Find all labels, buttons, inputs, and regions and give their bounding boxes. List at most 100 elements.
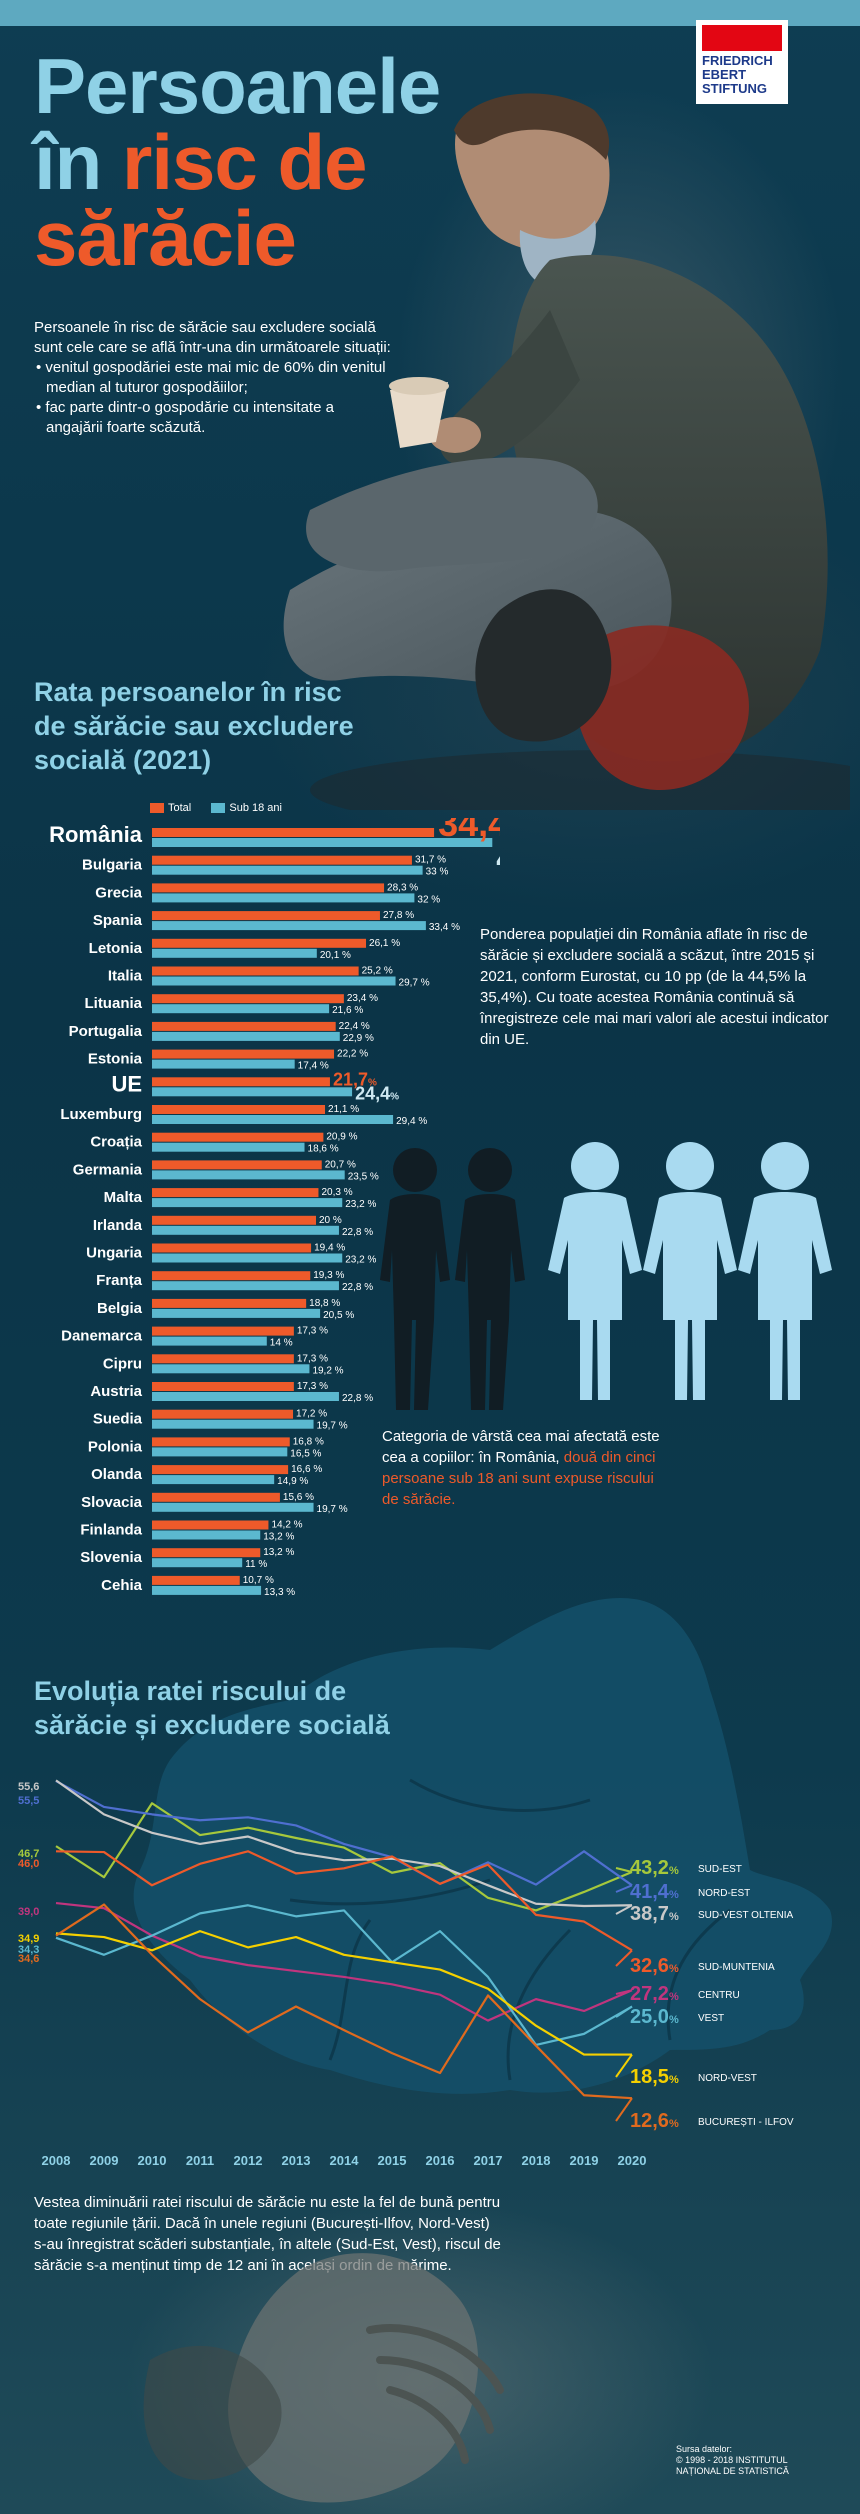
bar-chart: România 34,4%41,5% Bulgaria 31,7 %33 % Greci… <box>49 818 500 1598</box>
line-end-value-label: 43,2% <box>630 1857 679 1879</box>
bar-sub18-value-label: 22,8 % <box>342 1393 373 1404</box>
bar-sub18-value-label: 33,4 % <box>429 922 460 933</box>
bar-category-label: Malta <box>104 1189 143 1206</box>
bar-sub18 <box>152 893 415 903</box>
bar-sub18 <box>152 1281 339 1291</box>
line-start-label: 46,7 <box>18 1848 39 1860</box>
children-note-highlight: două din cinci persoane sub 18 ani sunt … <box>382 1449 656 1508</box>
bar-sub18 <box>152 1087 353 1097</box>
bar-sub18 <box>152 1419 314 1429</box>
bar-category-label: România <box>49 822 143 847</box>
bar-category-label: Ungaria <box>86 1245 143 1262</box>
bar-total <box>152 1271 311 1281</box>
bar-total-value-label: 21,7% <box>333 1069 377 1089</box>
intro-bullets: venitul gospodăriei este mai mic de 60% … <box>34 358 394 438</box>
bar-category-label: Finlanda <box>80 1522 142 1539</box>
legend-label-sub18: Sub 18 ani <box>229 802 282 814</box>
bar-category-label: Bulgaria <box>82 857 143 874</box>
child-silhouette-light-1 <box>548 1142 642 1400</box>
bar-total <box>152 883 385 893</box>
bar-sub18-value-label: 19,7 % <box>317 1421 348 1432</box>
bar-total-value-label: 20 % <box>319 1215 342 1226</box>
bar-total-value-label: 17,3 % <box>297 1353 328 1364</box>
line-start-label: 34,6 <box>18 1953 39 1965</box>
bar-total-value-label: 17,2 % <box>296 1409 327 1420</box>
bar-total <box>152 1215 316 1225</box>
line-start-label: 55,5 <box>18 1795 39 1807</box>
year-tick-label: 2019 <box>570 2153 599 2168</box>
bar-total-value-label: 13,2 % <box>263 1547 294 1558</box>
line-end-value-label: 41,4% <box>630 1881 679 1903</box>
bar-sub18-value-label: 41,5% <box>496 837 500 878</box>
bar-sub18 <box>152 1475 275 1485</box>
line-series-name: SUD-MUNTENIA <box>698 1962 775 1973</box>
fes-logo: FRIEDRICH EBERT STIFTUNG <box>696 20 788 104</box>
bar-total-value-label: 20,3 % <box>321 1187 352 1198</box>
year-tick-label: 2014 <box>330 2153 360 2168</box>
title-line-2a: în <box>34 118 122 206</box>
line-series-name: VEST <box>698 2013 724 2024</box>
bar-total-value-label: 26,1 % <box>369 938 400 949</box>
child-silhouette-light-3 <box>738 1142 832 1400</box>
year-tick-label: 2012 <box>234 2153 263 2168</box>
bar-total-value-label: 21,1 % <box>328 1104 359 1115</box>
line-series-name: BUCUREȘTI - ILFOV <box>698 2117 794 2128</box>
bar-sub18 <box>152 1225 339 1235</box>
line-start-label: 39,0 <box>18 1906 39 1918</box>
bar-category-label: Estonia <box>88 1051 143 1068</box>
bar-total-value-label: 10,7 % <box>243 1575 274 1586</box>
bar-total <box>152 1437 290 1447</box>
bar-sub18-value-label: 14 % <box>270 1338 293 1349</box>
bar-sub18 <box>152 1392 339 1401</box>
bar-total-value-label: 19,3 % <box>313 1270 344 1281</box>
intro-bullet-1: venitul gospodăriei este mai mic de 60% … <box>34 358 394 398</box>
bar-category-label: Suedia <box>93 1411 143 1428</box>
bar-category-label: Cipru <box>103 1355 142 1372</box>
year-tick-label: 2008 <box>42 2153 71 2168</box>
year-tick-label: 2009 <box>90 2153 119 2168</box>
bar-sub18-value-label: 17,4 % <box>298 1061 329 1072</box>
bar-sub18 <box>152 1170 345 1180</box>
bar-total-value-label: 18,8 % <box>309 1298 340 1309</box>
line-end-connector <box>615 1949 633 1967</box>
intro-paragraph: Persoanele în risc de sărăcie sau exclud… <box>34 319 391 356</box>
line-start-label: 55,6 <box>18 1781 39 1793</box>
line-series-name: SUD-EST <box>698 1864 742 1875</box>
line-end-value-label: 18,5% <box>630 2066 679 2088</box>
child-silhouette-dark-2 <box>455 1148 525 1410</box>
bar-sub18-value-label: 13,2 % <box>263 1532 294 1543</box>
logo-text: FRIEDRICH EBERT STIFTUNG <box>702 53 773 96</box>
bar-category-label: Irlanda <box>93 1217 143 1234</box>
seated-person-illustration <box>283 93 850 810</box>
bar-category-label: Slovacia <box>81 1494 143 1511</box>
bar-total <box>152 1409 294 1419</box>
bar-sub18 <box>152 1253 343 1263</box>
side-note: Ponderea populației din România aflate î… <box>480 926 829 1048</box>
bar-category-label: Belgia <box>97 1300 143 1317</box>
bar-category-label: Polonia <box>88 1438 143 1455</box>
title-line-3: sărăcie <box>34 194 297 282</box>
bar-chart-title-line-1: Rata persoanelor în risc <box>34 677 342 707</box>
bar-category-label: Germania <box>73 1161 143 1178</box>
line-end-value-label: 12,6% <box>630 2110 679 2132</box>
bar-total <box>152 1354 294 1364</box>
line-end-connector <box>615 1867 633 1873</box>
line-series <box>55 1802 633 1912</box>
bar-sub18-value-label: 13,3 % <box>264 1587 295 1598</box>
bar-total-value-label: 34,4% <box>438 818 500 844</box>
line-end-connector <box>615 2005 633 2018</box>
line-series <box>55 1901 633 2022</box>
bar-sub18-value-label: 23,5 % <box>348 1171 379 1182</box>
bar-chart-title-line-2: de sărăcie sau excludere <box>34 711 354 741</box>
bar-total <box>152 828 435 837</box>
bar-sub18 <box>152 1336 267 1346</box>
bar-total <box>152 1132 324 1142</box>
hands-illustration <box>143 2253 504 2503</box>
bar-category-label: Slovenia <box>80 1549 142 1566</box>
year-tick-label: 2015 <box>378 2153 407 2168</box>
legend-label-total: Total <box>168 802 192 814</box>
bar-sub18-value-label: 23,2 % <box>345 1199 376 1210</box>
bar-sub18-value-label: 24,4% <box>355 1083 399 1103</box>
bar-sub18-value-label: 18,6 % <box>308 1144 339 1155</box>
bar-total-value-label: 16,6 % <box>291 1464 322 1475</box>
